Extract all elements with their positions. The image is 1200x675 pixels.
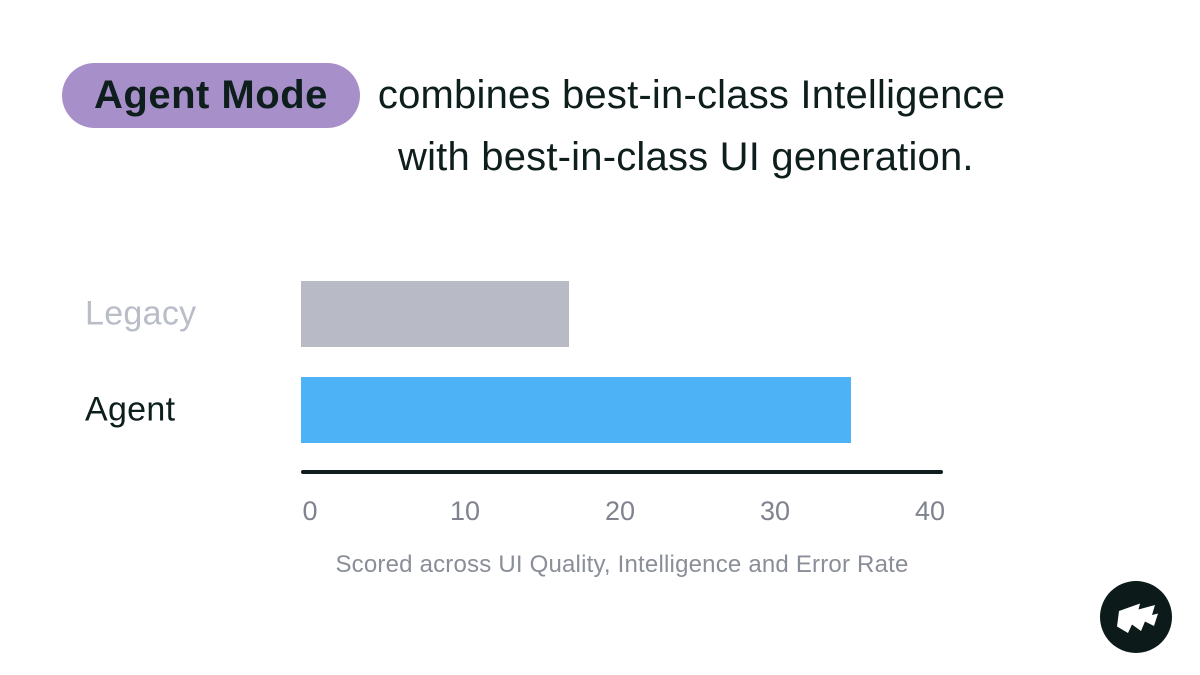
x-tick-20: 20 [604,496,636,526]
bar-agent [301,377,851,443]
x-tick-10: 10 [449,496,481,526]
zigzag-flag-logo-icon [1100,581,1172,653]
headline-text-line1: combines best-in-class Intelligence [377,73,1006,117]
x-tick-40: 40 [914,496,946,526]
x-axis-ticks: 0 10 20 30 40 [301,496,946,526]
chart-row-legacy: Legacy [0,281,1200,347]
agent-mode-badge: Agent Mode [62,63,360,128]
chart-caption: Scored across UI Quality, Intelligence a… [335,551,909,578]
brand-logo [1100,581,1172,653]
bar-legacy [301,281,569,347]
headline-text-line2: with best-in-class UI generation. [398,135,974,179]
x-tick-30: 30 [759,496,791,526]
category-label-agent: Agent [85,390,176,429]
x-axis-line [301,470,943,474]
category-label-legacy: Legacy [85,294,197,333]
headline-line-1: Agent Mode combines best-in-class Intell… [62,63,1005,128]
x-tick-0: 0 [302,496,318,526]
chart-row-agent: Agent [0,377,1200,443]
